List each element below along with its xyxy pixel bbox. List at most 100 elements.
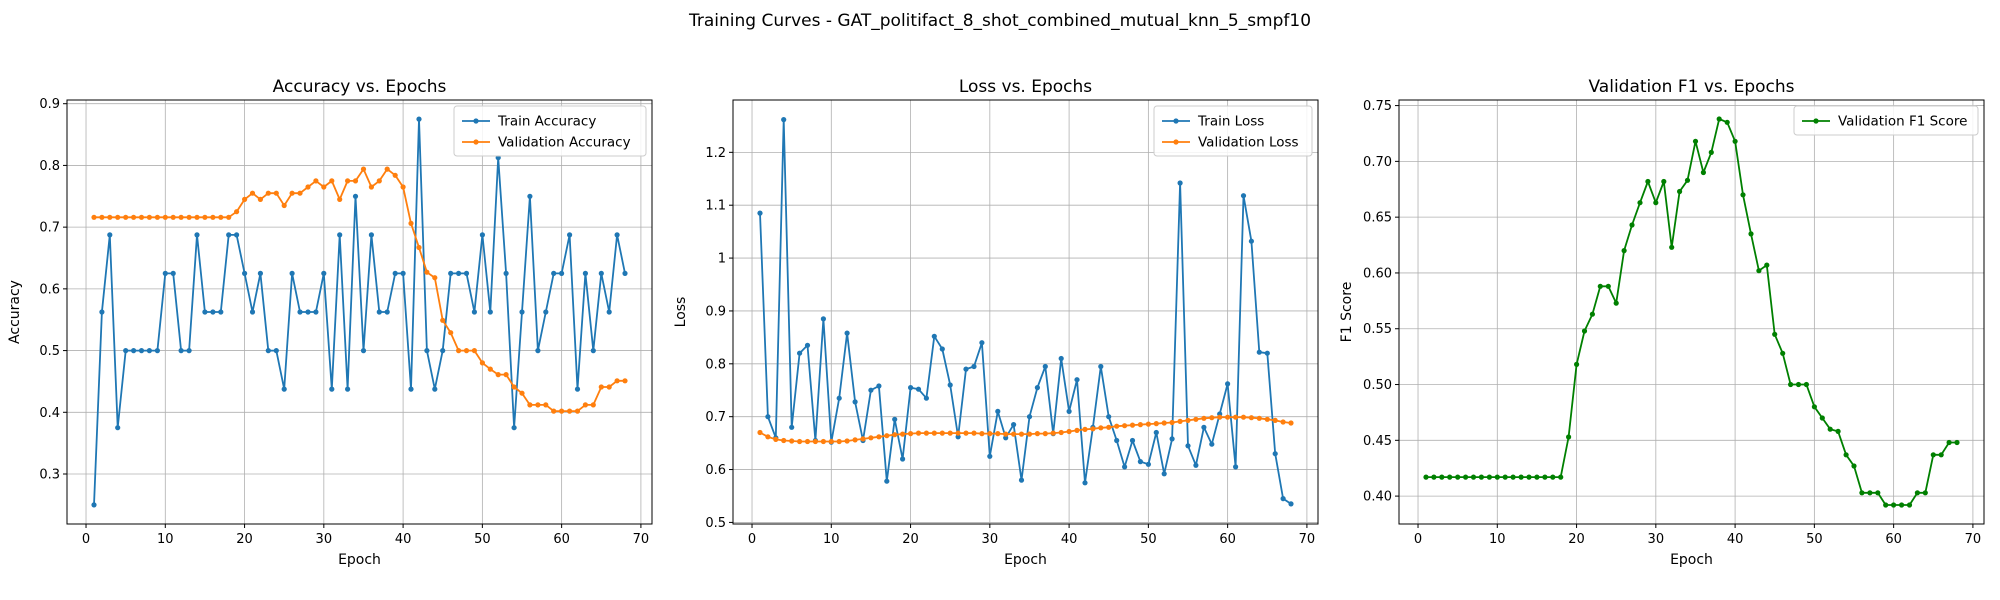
data-point (257, 196, 263, 202)
y-tick-label: 0.65 (1363, 211, 1392, 226)
data-point (1700, 169, 1706, 176)
y-tick-label: 0.9 (39, 97, 60, 112)
data-point (456, 270, 462, 276)
data-point (345, 386, 351, 392)
data-point (955, 430, 961, 436)
legend-box (453, 105, 647, 157)
data-point (448, 270, 454, 276)
data-point (527, 193, 533, 199)
data-point (598, 384, 604, 390)
data-point (170, 214, 176, 220)
y-axis-label: F1 Score (1339, 282, 1355, 343)
x-tick-label: 50 (1806, 532, 1823, 547)
data-point (186, 214, 192, 220)
data-point (1042, 363, 1048, 370)
data-point (1026, 431, 1033, 437)
data-point (1772, 331, 1778, 337)
y-axis-label: Loss (673, 297, 689, 328)
data-point (987, 453, 993, 459)
data-point (416, 116, 422, 122)
data-point (1605, 283, 1611, 289)
data-point (218, 309, 224, 315)
data-point (424, 348, 430, 354)
data-point (1431, 474, 1437, 480)
legend-item: Validation Accuracy (462, 135, 631, 151)
data-point (622, 270, 628, 276)
data-point (345, 178, 351, 184)
data-point (368, 184, 374, 190)
data-point (91, 502, 97, 508)
data-point (1122, 464, 1128, 470)
x-tick-label: 20 (236, 532, 253, 547)
subplot-3: 0 10 20 30 40 50 60 70 0.40 0.45 0.50 0.55 0.60 0.65 0… (1339, 77, 1985, 568)
data-point (440, 348, 446, 354)
data-point (1209, 441, 1215, 447)
data-point (567, 408, 573, 414)
data-point (305, 184, 311, 190)
data-point (202, 309, 208, 315)
y-tick-label: 0.5 (39, 344, 60, 359)
legend-item: Validation F1 Score (1802, 114, 1967, 130)
y-tick-label: 0.40 (1363, 490, 1392, 505)
data-point (321, 270, 327, 276)
data-point (1589, 311, 1595, 317)
data-point (1526, 474, 1532, 480)
data-point (487, 309, 493, 315)
subplot-2: 0 10 20 30 40 50 60 70 0.5 0.6 0.7 0.8 0.9 1 1.1 1.2 Los… (673, 77, 1319, 568)
data-point (1098, 363, 1104, 370)
data-point (337, 232, 343, 238)
data-point (1169, 436, 1175, 442)
x-tick-label: 70 (1299, 532, 1316, 547)
data-point (884, 478, 890, 484)
data-point (1233, 464, 1239, 470)
data-point (1788, 381, 1794, 388)
data-point (131, 348, 137, 354)
data-point (487, 366, 493, 372)
data-point (1716, 116, 1722, 122)
data-point (1201, 424, 1207, 430)
legend-swatch-marker (1173, 139, 1179, 145)
series-train-loss (757, 117, 1294, 507)
x-tick-label: 20 (902, 532, 919, 547)
data-point (178, 214, 184, 220)
data-point (281, 386, 287, 392)
data-point (971, 430, 977, 436)
data-point (1502, 474, 1508, 480)
data-point (1145, 421, 1151, 427)
data-point (1106, 414, 1112, 420)
data-point (162, 270, 168, 276)
data-point (1177, 418, 1183, 424)
data-point (1217, 414, 1223, 420)
data-point (1058, 355, 1064, 362)
data-point (479, 360, 485, 366)
x-tick-label: 40 (1061, 532, 1078, 547)
legend-swatch-marker (473, 139, 479, 145)
data-point (582, 270, 589, 276)
y-tick-label: 0.8 (705, 357, 726, 372)
data-point (1280, 496, 1286, 502)
y-tick-label: 1.1 (705, 199, 726, 214)
x-tick-label: 30 (316, 532, 333, 547)
data-point (551, 270, 557, 276)
data-point (503, 270, 509, 276)
data-point (804, 342, 811, 348)
legend-label: Validation F1 Score (1838, 114, 1967, 130)
data-point (242, 196, 248, 202)
data-point (939, 430, 945, 436)
data-point (146, 348, 152, 354)
x-axis-label: Epoch (1670, 552, 1713, 568)
data-point (384, 309, 390, 315)
data-point (131, 214, 137, 220)
axes-frame (732, 99, 1319, 525)
x-axis-label: Epoch (1004, 552, 1047, 568)
data-point (352, 193, 359, 199)
subplot-1: 0 10 20 30 40 50 60 70 0.3 0.4 0.5 0.6 0.7 0.8 0.9 Accu… (7, 77, 653, 568)
data-point (1058, 429, 1064, 436)
data-point (1122, 423, 1128, 429)
data-point (123, 348, 129, 354)
x-tick-label: 40 (1727, 532, 1744, 547)
data-point (1248, 238, 1254, 244)
y-tick-label: 0.50 (1363, 378, 1392, 393)
data-point (781, 437, 787, 444)
data-point (154, 214, 160, 220)
